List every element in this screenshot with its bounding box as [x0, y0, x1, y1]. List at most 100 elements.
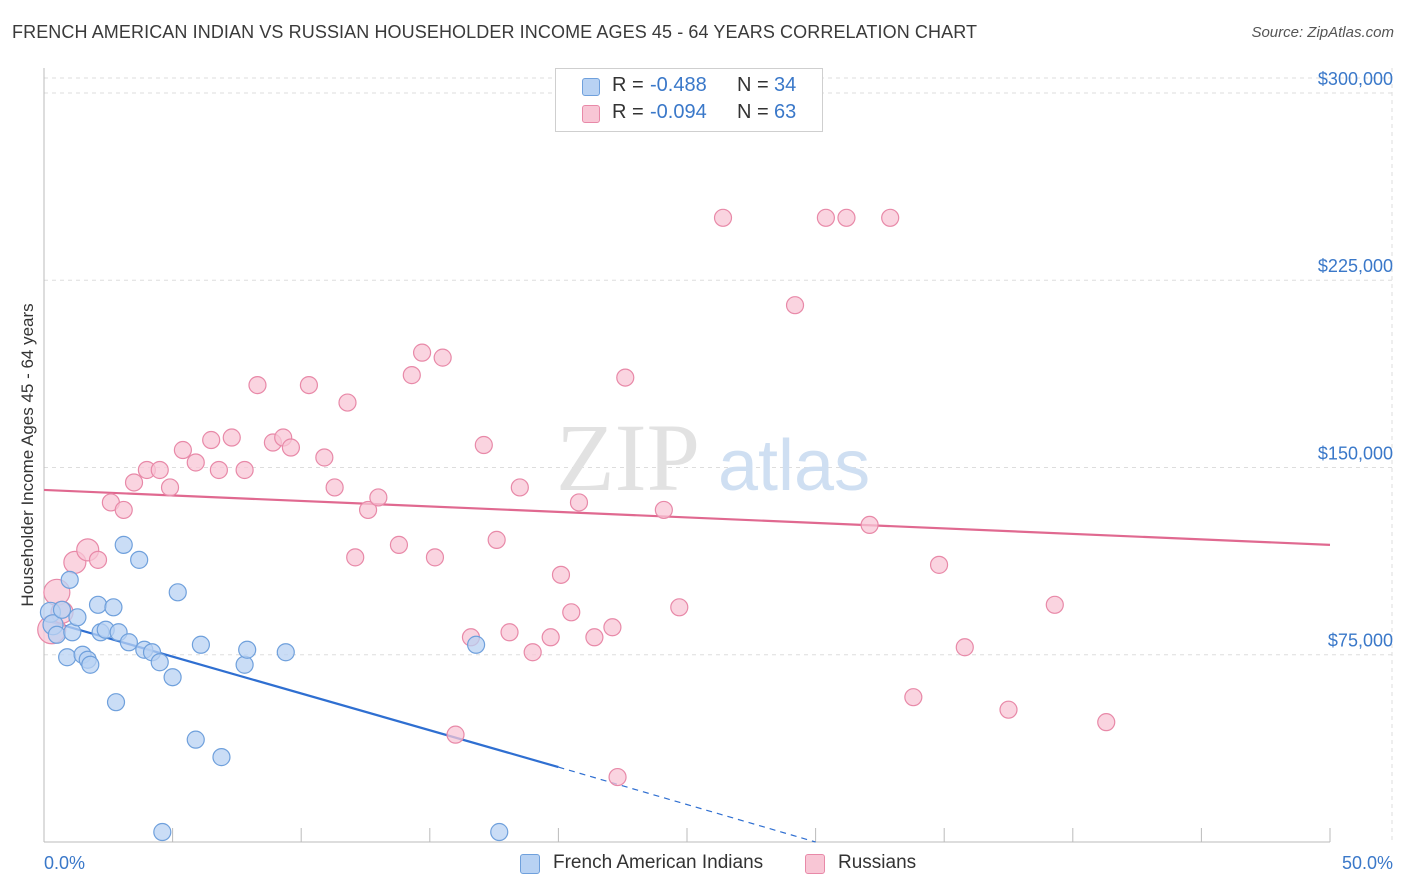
point-russians — [929, 555, 949, 574]
point-russians — [235, 460, 254, 480]
point-french-american-indians — [150, 653, 169, 672]
point-russians — [186, 453, 205, 472]
point-russians — [487, 530, 506, 549]
y-tick-label: $300,000 — [1318, 69, 1393, 89]
x-tick-label-min: 0.0% — [44, 853, 85, 873]
point-russians — [1045, 595, 1064, 614]
point-russians — [816, 208, 835, 227]
point-russians — [904, 688, 923, 707]
legend-r-value: -0.488 — [650, 74, 707, 96]
point-russians — [446, 725, 465, 744]
point-russians — [523, 643, 542, 662]
point-russians — [433, 348, 452, 367]
point-russians — [670, 598, 689, 617]
point-french-american-indians — [119, 633, 138, 652]
legend-row-french-american-indians: R = -0.488 N = 34 — [556, 74, 822, 100]
point-russians — [1097, 713, 1116, 732]
grid-lines — [44, 68, 1393, 842]
watermark: ZIP atlas — [556, 404, 870, 511]
point-russians — [500, 623, 519, 642]
point-french-american-indians — [68, 608, 87, 627]
point-russians — [585, 628, 604, 647]
legend-r-label: R = — [612, 101, 644, 123]
data-points — [37, 208, 1116, 842]
point-french-american-indians — [58, 648, 77, 667]
point-russians — [551, 565, 571, 584]
point-french-american-indians — [81, 655, 100, 674]
point-russians — [281, 438, 301, 457]
point-russians — [160, 478, 180, 497]
bottom-legend-label-2: Russians — [838, 852, 917, 873]
bottom-legend-swatch-blue — [520, 854, 540, 874]
watermark-zip: ZIP — [556, 404, 700, 511]
y-tick-label: $225,000 — [1318, 256, 1393, 276]
point-russians — [402, 366, 421, 385]
legend-r-label: R = — [612, 74, 644, 96]
legend-n-label: N = — [737, 101, 769, 123]
point-russians — [603, 618, 622, 637]
y-tick-label: $75,000 — [1328, 631, 1393, 651]
point-french-american-indians — [490, 822, 509, 842]
point-french-american-indians — [130, 550, 149, 569]
legend-swatch-pink — [582, 105, 600, 123]
point-french-american-indians — [106, 693, 126, 712]
point-russians — [837, 208, 856, 227]
point-russians — [412, 343, 432, 362]
chart-title: FRENCH AMERICAN INDIAN VS RUSSIAN HOUSEH… — [12, 22, 978, 42]
point-russians — [881, 208, 900, 227]
trend-line-extension — [558, 766, 816, 843]
correlation-legend: R = -0.488 N = 34 R = -0.094 N = 63 — [555, 68, 823, 132]
point-russians — [999, 700, 1018, 719]
point-russians — [616, 368, 635, 387]
point-russians — [713, 208, 733, 227]
point-russians — [202, 430, 221, 450]
x-tick-labels: 0.0% 50.0% — [44, 853, 1393, 873]
point-french-american-indians — [88, 595, 108, 614]
point-french-american-indians — [276, 643, 295, 662]
legend-n-value: 63 — [774, 101, 797, 123]
point-russians — [474, 435, 493, 455]
source-label: Source: ZipAtlas.com — [1251, 24, 1394, 41]
watermark-atlas: atlas — [718, 426, 870, 506]
point-french-american-indians — [153, 822, 172, 842]
point-russians — [569, 493, 589, 512]
y-tick-label: $150,000 — [1318, 443, 1393, 463]
point-french-american-indians — [212, 748, 231, 767]
point-french-american-indians — [168, 583, 187, 602]
point-russians — [173, 440, 192, 460]
point-russians — [88, 550, 108, 569]
point-russians — [325, 478, 344, 497]
point-russians — [209, 460, 228, 480]
point-french-american-indians — [163, 668, 182, 687]
point-russians — [150, 460, 169, 480]
point-russians — [510, 478, 529, 497]
point-russians — [358, 500, 378, 520]
y-tick-labels: $75,000 $150,000 $225,000 $300,000 — [1318, 69, 1393, 651]
point-russians — [955, 638, 974, 657]
point-russians — [541, 628, 560, 647]
point-russians — [346, 548, 365, 567]
point-russians — [425, 548, 445, 567]
point-russians — [860, 515, 879, 535]
legend-n-label: N = — [737, 74, 769, 96]
bottom-legend-label-1: French American Indians — [553, 852, 764, 873]
x-tick-label-max: 50.0% — [1342, 853, 1393, 873]
legend-swatch-blue — [582, 78, 600, 96]
point-french-american-indians — [191, 635, 210, 654]
legend-r-value: -0.094 — [650, 101, 707, 123]
legend-row-russians: R = -0.094 N = 63 — [556, 101, 822, 127]
point-russians — [369, 488, 388, 507]
point-french-american-indians — [238, 640, 257, 659]
point-russians — [299, 375, 319, 395]
bottom-legend-swatch-pink — [805, 854, 825, 874]
point-russians — [338, 393, 357, 412]
point-russians — [562, 603, 581, 622]
trend-line-russians — [43, 488, 1331, 546]
point-russians — [248, 375, 267, 395]
point-french-american-indians — [114, 535, 133, 554]
point-russians — [785, 296, 805, 315]
point-russians — [389, 535, 409, 554]
point-russians — [222, 428, 241, 447]
point-french-american-indians — [60, 570, 79, 589]
point-french-american-indians — [47, 625, 66, 644]
